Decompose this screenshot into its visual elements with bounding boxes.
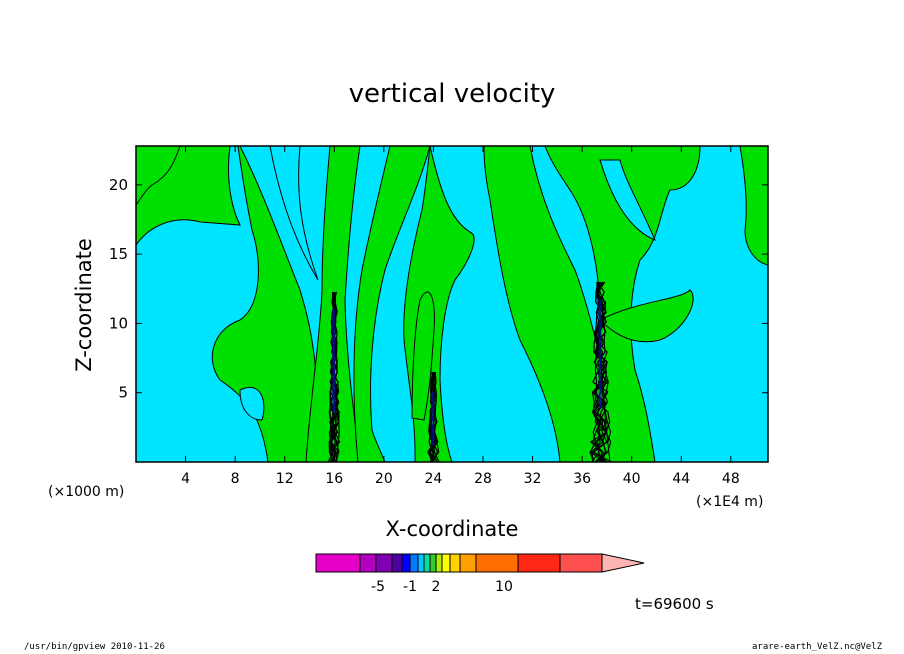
colorbar-segment (359, 553, 377, 573)
colorbar-tick-label: -5 (371, 579, 385, 595)
colorbar-tick-label: 2 (432, 579, 441, 595)
x-tick-label: 44 (672, 471, 690, 487)
chart-title: vertical velocity (349, 79, 556, 109)
x-tick-label: 4 (181, 471, 190, 487)
x-axis: 4 8 12 16 20 24 28 32 36 40 44 48 (181, 146, 740, 487)
colorbar-segment (435, 553, 443, 573)
time-label: t=69600 s (635, 595, 714, 613)
colorbar-segment (417, 553, 425, 573)
x-tick-label: 8 (231, 471, 240, 487)
contour-region (599, 159, 656, 241)
contour-region (544, 146, 701, 462)
updraft-core (431, 391, 435, 446)
updraft-column (427, 371, 440, 462)
y-tick-label: 20 (109, 176, 128, 194)
y-tick-label: 5 (118, 384, 128, 402)
contour-line (591, 281, 609, 462)
contour-region (411, 291, 435, 421)
colorbar-segment (441, 553, 451, 573)
y-tick-label: 15 (109, 245, 128, 263)
x-tick-label: 40 (623, 471, 641, 487)
updraft-core (598, 299, 602, 409)
plot-frame (135, 145, 769, 463)
x-tick-label: 20 (375, 471, 393, 487)
colorbar-segment (375, 553, 393, 573)
updraft-column (589, 281, 612, 462)
colorbar: -5 -1 2 10 (315, 553, 645, 595)
colorbar-segment (391, 553, 403, 573)
colorbar-segment (401, 553, 411, 573)
contour-region (211, 146, 321, 462)
x-axis-unit-left: (×1000 m) (48, 484, 124, 500)
footer-left: /usr/bin/gpview 2010-11-26 (24, 642, 165, 652)
x-tick-label: 24 (424, 471, 442, 487)
colorbar-segment (423, 553, 431, 573)
footer-right: arare-earth_VelZ.nc@VelZ (752, 642, 883, 652)
contour-region (739, 146, 768, 266)
contour-region (353, 146, 431, 462)
colorbar-segment (559, 553, 603, 573)
colorbar-arrow (601, 553, 645, 573)
colorbar-segment (315, 553, 361, 573)
contour-region (599, 289, 694, 343)
x-tick-label: 48 (722, 471, 740, 487)
updraft-core (332, 308, 336, 413)
contour-region (136, 146, 181, 206)
colorbar-segment (449, 553, 461, 573)
plot-area (135, 145, 769, 463)
contour-region (239, 386, 265, 421)
colorbar-segment (429, 553, 437, 573)
x-tick-label: 12 (276, 471, 294, 487)
colorbar-segment (475, 553, 519, 573)
contour-region (269, 146, 319, 281)
contour-line (427, 371, 437, 462)
colorbar-tick-label: 10 (495, 579, 513, 595)
x-tick-label: 36 (573, 471, 591, 487)
contour-line (591, 281, 612, 462)
x-tick-label: 32 (524, 471, 542, 487)
x-axis-label: X-coordinate (386, 517, 519, 541)
x-axis-unit-right: (×1E4 m) (696, 494, 763, 510)
x-tick-label: 28 (474, 471, 492, 487)
y-axis-label: Z-coordinate (72, 238, 96, 372)
colorbar-segment (459, 553, 477, 573)
colorbar-tick-label: -1 (403, 579, 417, 595)
contour-line (429, 371, 436, 462)
colorbar-segment (517, 553, 561, 573)
y-tick-label: 10 (109, 314, 128, 332)
colorbar-segment (409, 553, 419, 573)
updraft-column (327, 291, 341, 462)
x-tick-label: 16 (325, 471, 343, 487)
y-axis: 5 10 15 20 (109, 176, 768, 402)
